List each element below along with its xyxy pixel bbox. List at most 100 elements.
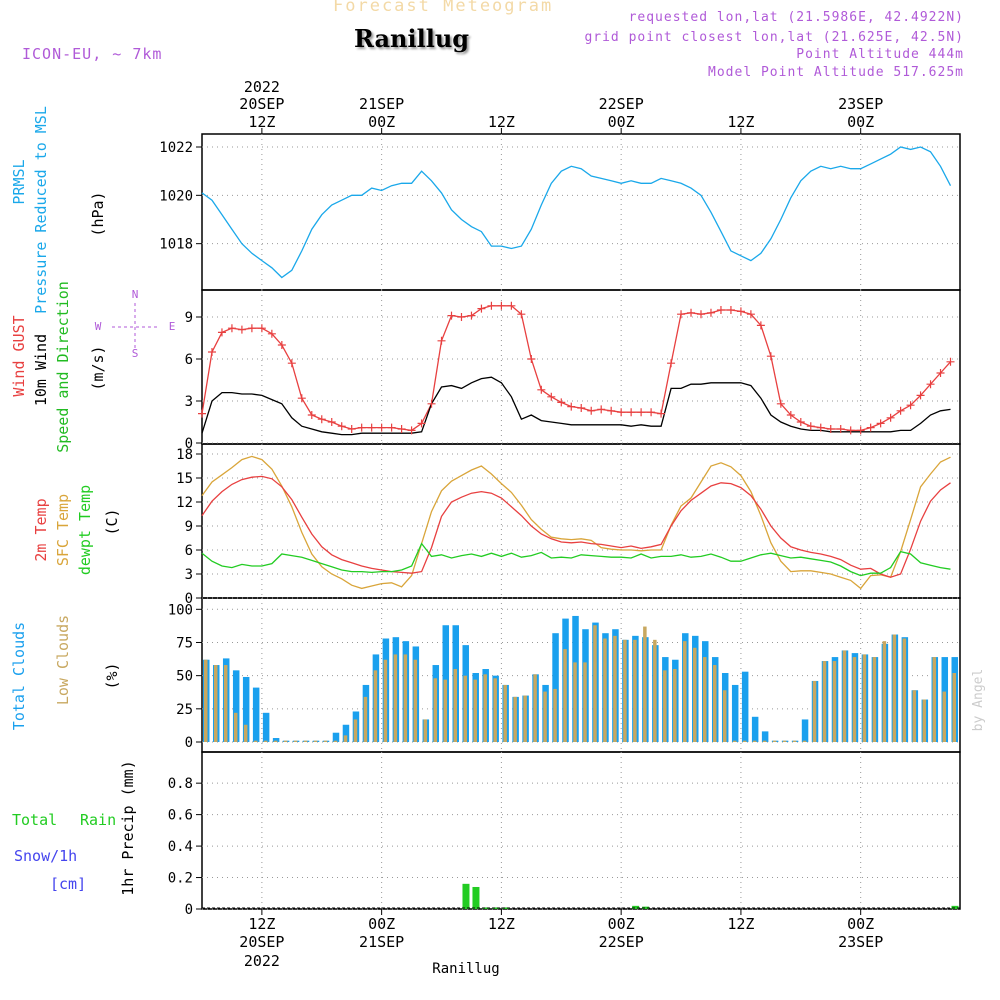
compass-w: W — [95, 320, 102, 333]
y-tick-label: 3 — [185, 567, 193, 583]
wind-line — [201, 376, 951, 436]
gust-marker — [467, 311, 476, 320]
rain-bar — [632, 905, 640, 909]
gust-marker — [597, 405, 606, 414]
low-cloud-bar — [483, 674, 487, 742]
gust-marker — [796, 418, 805, 426]
sfc-axis-label: SFC Temp — [54, 494, 72, 566]
bottom-hour-label: 00Z — [847, 915, 874, 933]
gust-marker — [227, 324, 236, 333]
top-year-label: 2022 — [244, 78, 280, 96]
gust-marker — [307, 411, 316, 419]
total-cloud-bar — [741, 671, 749, 742]
gust-marker — [517, 310, 526, 319]
total-cloud-bar — [242, 676, 250, 742]
gust-marker — [337, 422, 346, 431]
total-cloud-bar — [332, 732, 340, 742]
y-tick-label: 100 — [168, 602, 193, 618]
bottom-hour-label: 00Z — [608, 915, 635, 933]
gust-marker — [607, 406, 616, 415]
low-cloud-bar — [802, 740, 807, 742]
gust-marker — [916, 391, 925, 400]
low-cloud-bar — [303, 740, 308, 742]
bottom-date-label: 21SEP — [359, 933, 404, 951]
low-cloud-bar — [293, 740, 298, 742]
low-cloud-bar — [703, 657, 707, 742]
low-cloud-bar — [573, 662, 577, 742]
low-cloud-bar — [443, 679, 448, 742]
pressure-label-short: PRMSL — [10, 159, 28, 204]
gust-marker — [427, 399, 436, 408]
low-cloud-bar — [353, 719, 358, 742]
low-cloud-bar — [563, 649, 567, 742]
low-cloud-bar — [453, 669, 457, 742]
top-hour-label: 12Z — [488, 113, 515, 131]
low-cloud-bar — [922, 699, 927, 742]
gust-marker — [657, 409, 666, 418]
low-cloud-bar — [423, 719, 428, 742]
bottom-year-label: 2022 — [244, 952, 280, 970]
gust-marker — [327, 418, 336, 426]
gust-marker — [397, 425, 406, 433]
low-cloud-bar — [533, 674, 537, 742]
gust-marker — [826, 425, 835, 433]
legend-total: Total — [12, 811, 57, 829]
gust-marker — [816, 423, 825, 432]
gust-marker — [217, 328, 226, 337]
dewpt-line — [201, 542, 951, 577]
rain-bar — [951, 905, 959, 909]
gust-marker — [237, 325, 246, 334]
temp2m-line — [201, 475, 951, 578]
top-date-label: 23SEP — [838, 95, 883, 113]
bottom-date-label: 23SEP — [838, 933, 883, 951]
low-cloud-bar — [732, 740, 737, 742]
y-tick-label: 18 — [176, 447, 193, 463]
gust-marker — [627, 408, 636, 417]
pressure-unit: (hPa) — [89, 191, 107, 236]
low-cloud-bar — [393, 654, 398, 742]
gust-marker — [706, 308, 715, 317]
y-tick-label: 6 — [185, 543, 193, 559]
gust-line — [201, 305, 951, 432]
low-cloud-bar — [932, 657, 937, 742]
low-cloud-bar — [323, 740, 328, 742]
low-cloud-bar — [513, 696, 517, 742]
model-label: ICON-EU, ~ 7km — [22, 45, 163, 63]
gust-marker — [637, 408, 646, 417]
gust-marker — [776, 399, 785, 408]
gust-marker — [407, 426, 416, 435]
low-cloud-bar — [243, 724, 248, 742]
gust-marker — [277, 341, 286, 349]
total-cloud-bar — [342, 724, 350, 742]
gust-marker — [297, 394, 306, 403]
low-cloud-bar — [852, 657, 857, 742]
total-cloud-bar — [262, 712, 270, 742]
wind-dir-label: Speed and Direction — [54, 281, 72, 453]
gust-marker — [577, 404, 586, 412]
total-cloud-bar — [761, 731, 769, 742]
compass-s: S — [132, 347, 139, 360]
gust-marker — [387, 423, 396, 432]
precip-axis-label: 1hr Precip (mm) — [119, 760, 137, 895]
low-cloud-bar — [553, 688, 557, 742]
bottom-hour-label: 12Z — [248, 915, 275, 933]
gust-marker — [447, 311, 456, 320]
gust-marker — [477, 304, 486, 313]
y-tick-label: 75 — [176, 635, 193, 651]
gust-marker — [557, 398, 566, 407]
low-cloud-bar — [762, 740, 767, 742]
low-cloud-bar — [543, 691, 547, 742]
low-cloud-bar — [313, 740, 318, 742]
low-cloud-bar — [663, 670, 667, 742]
low-cloud-bar — [233, 712, 238, 742]
gust-marker — [766, 352, 775, 361]
low-cloud-bar — [892, 634, 897, 742]
low-cloud-bar — [593, 625, 597, 742]
low-cloud-bar — [633, 639, 637, 742]
y-tick-label: 0.2 — [168, 871, 193, 887]
bottom-date-label: 20SEP — [239, 933, 284, 951]
low-cloud-bar — [643, 626, 647, 742]
gust-marker — [527, 355, 536, 363]
low-cloud-bar — [822, 661, 827, 742]
